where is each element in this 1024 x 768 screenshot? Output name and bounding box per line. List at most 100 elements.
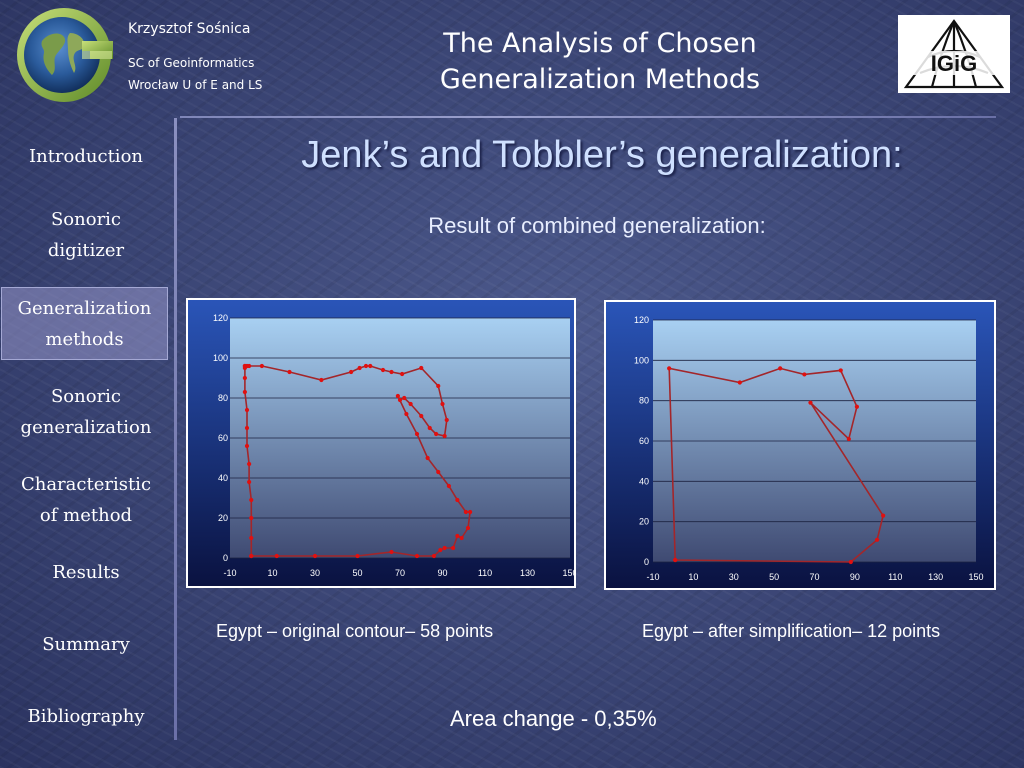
data-point <box>312 553 318 559</box>
data-point <box>440 401 445 407</box>
data-point <box>802 372 807 377</box>
data-point <box>778 366 783 371</box>
sidebar-item-label: Summary <box>42 634 130 655</box>
x-tick-label: 110 <box>478 568 492 578</box>
x-tick-label: 110 <box>888 572 902 582</box>
data-point <box>436 383 441 389</box>
x-tick-label: 70 <box>809 572 819 582</box>
data-point <box>463 509 468 515</box>
x-tick-label: 10 <box>688 572 698 582</box>
chart-simplified-contour: 0 20 40 60 80 100 120 -10 10 30 50 70 90 110 130 150 <box>604 300 996 590</box>
sidebar-item-characteristic-of-method[interactable]: Characteristic of method <box>0 469 172 531</box>
y-tick-label: 60 <box>218 433 228 443</box>
data-point <box>242 389 247 395</box>
data-point <box>846 436 851 442</box>
sidebar-item-label: Results <box>52 562 120 583</box>
data-point <box>287 369 292 375</box>
data-point <box>249 515 254 521</box>
data-point <box>355 553 360 559</box>
x-tick-label: 70 <box>395 568 405 578</box>
data-point <box>395 393 400 399</box>
data-point <box>247 479 252 485</box>
data-point <box>442 433 447 439</box>
sidebar-divider <box>174 118 177 740</box>
data-point <box>808 400 813 405</box>
data-point <box>444 417 449 423</box>
data-point <box>363 363 369 369</box>
globe-logo-icon <box>12 3 118 107</box>
data-point <box>247 363 252 369</box>
data-point <box>319 377 324 383</box>
data-point <box>737 380 742 385</box>
x-tick-label: 50 <box>769 572 779 582</box>
data-point <box>673 557 678 563</box>
data-point <box>408 401 413 407</box>
sidebar-item-label: Bibliography <box>27 706 145 727</box>
x-tick-label: -10 <box>223 568 236 578</box>
x-tick-label: 150 <box>968 572 983 582</box>
x-tick-label: 30 <box>310 568 320 578</box>
sidebar-item-sonoric-digitizer[interactable]: Sonoric digitizer <box>0 204 172 266</box>
data-point <box>404 411 409 417</box>
sidebar-item-summary[interactable]: Summary <box>0 629 172 660</box>
slide-title: Jenk’s and Tobbler’s generalization: <box>301 134 903 176</box>
data-point <box>389 369 394 375</box>
x-tick-label: 10 <box>267 568 277 578</box>
data-point <box>455 533 460 539</box>
data-point <box>397 397 403 403</box>
y-tick-label: 100 <box>634 355 649 365</box>
data-point <box>459 535 464 541</box>
data-point <box>425 455 430 461</box>
data-point <box>419 365 424 371</box>
data-point <box>434 431 439 437</box>
presentation-title-line2: Generalization Methods <box>439 64 761 95</box>
igig-logo-text: IGiG <box>931 51 977 76</box>
data-point <box>249 553 254 559</box>
data-point <box>368 363 373 369</box>
sidebar-item-label: Sonoric <box>50 209 122 230</box>
data-point <box>400 371 405 377</box>
y-tick-label: 80 <box>639 396 649 406</box>
chart-original-contour: 0 20 40 60 80 100 120 -10 10 30 50 70 90 110 130 150 <box>186 298 576 588</box>
y-tick-label: 40 <box>218 473 228 483</box>
sidebar-item-introduction[interactable]: Introduction <box>0 141 172 172</box>
sidebar-item-label: methods <box>45 329 124 350</box>
sidebar-item-results[interactable]: Results <box>0 557 172 588</box>
presentation-title-line1: The Analysis of Chosen <box>443 28 757 59</box>
data-point <box>455 497 460 503</box>
data-point <box>389 549 394 555</box>
sidebar-item-label: Characteristic <box>20 474 152 495</box>
data-point <box>431 553 437 559</box>
x-tick-label: 90 <box>437 568 447 578</box>
y-tick-label: 120 <box>213 313 228 323</box>
y-tick-label: 20 <box>639 517 649 527</box>
sidebar-item-generalization-methods[interactable]: Generalization methods <box>1 287 168 360</box>
data-point <box>244 425 250 431</box>
series-line <box>244 365 472 557</box>
chart-original-contour-svg: 0 20 40 60 80 100 120 -10 10 30 50 70 90 110 130 150 <box>188 300 574 586</box>
data-point <box>249 535 254 541</box>
y-tick-label: 0 <box>644 557 649 567</box>
data-point <box>414 553 420 559</box>
x-tick-label: -10 <box>646 572 659 582</box>
x-tick-label: 150 <box>562 568 574 578</box>
data-point <box>242 375 247 381</box>
data-point <box>244 407 250 413</box>
sidebar-item-label: Sonoric <box>50 386 122 407</box>
y-tick-label: 80 <box>218 393 228 403</box>
sidebar-item-sonoric-generalization[interactable]: Sonoric generalization <box>0 381 172 443</box>
sidebar-item-label: digitizer <box>47 240 125 261</box>
data-point <box>436 469 441 475</box>
data-point <box>854 404 859 409</box>
y-tick-label: 20 <box>218 513 228 523</box>
y-tick-label: 0 <box>223 553 228 563</box>
data-point <box>402 395 407 401</box>
data-point <box>249 497 254 503</box>
data-point <box>838 368 843 373</box>
y-tick-label: 120 <box>634 315 649 325</box>
x-tick-label: 130 <box>928 572 943 582</box>
data-point <box>446 483 451 489</box>
sidebar-item-bibliography[interactable]: Bibliography <box>0 701 172 732</box>
sidebar-item-label: generalization <box>20 417 152 438</box>
x-tick-label: 130 <box>520 568 535 578</box>
